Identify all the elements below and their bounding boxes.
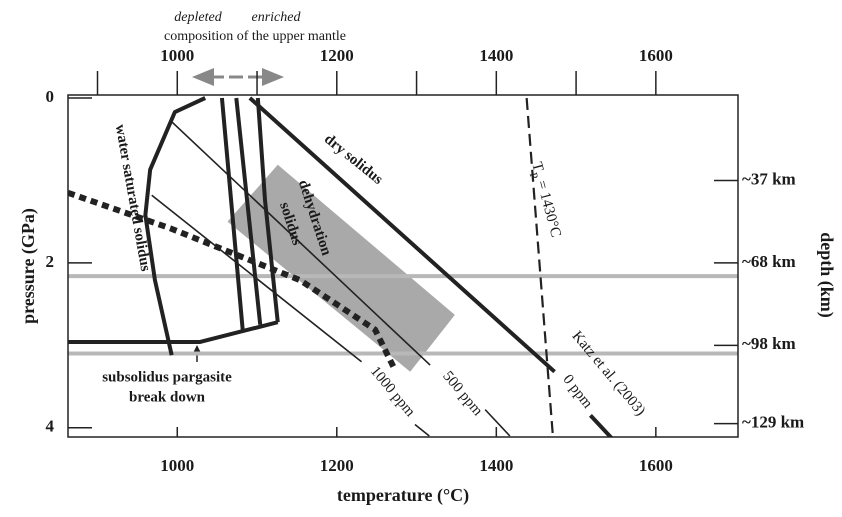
- y-tick-label: 0: [46, 87, 55, 106]
- curve: [525, 97, 555, 437]
- curve: [68, 189, 398, 372]
- arrow-head-left: [192, 68, 214, 86]
- y2-tick-label: ~98 km: [742, 334, 796, 353]
- annotation: subsolidus pargasite: [102, 369, 232, 385]
- curve: [234, 97, 263, 325]
- y2-tick-label: ~68 km: [742, 252, 796, 271]
- x-top-tick-label: 1400: [479, 46, 513, 65]
- curve: [248, 96, 614, 437]
- y2-tick-label: ~37 km: [742, 169, 796, 188]
- tp-t: T: [528, 160, 546, 173]
- y2-axis-title: depth (km): [816, 232, 837, 318]
- x-tick-label: 1200: [320, 456, 354, 475]
- x-tick-label: 1600: [639, 456, 673, 475]
- depleted-label: depleted: [174, 10, 222, 25]
- plot-clip: [68, 96, 614, 437]
- x-top-tick-label: 1200: [320, 46, 354, 65]
- composition-arrow: [192, 68, 284, 86]
- curve: [68, 320, 279, 345]
- y-tick-label: 2: [46, 252, 55, 271]
- tp-sub: P: [527, 171, 540, 180]
- y2-tick-label: ~129 km: [742, 413, 804, 432]
- composition-caption: composition of the upper mantle: [164, 29, 346, 44]
- x-top-tick-label: 1600: [639, 46, 673, 65]
- curve: [255, 97, 280, 323]
- y-tick-label: 4: [46, 417, 55, 436]
- annotation: break down: [129, 389, 206, 405]
- curve: [143, 96, 207, 356]
- arrow-head: [193, 345, 201, 353]
- enriched-label: enriched: [252, 10, 302, 25]
- x-axis-title: temperature (°C): [337, 485, 469, 506]
- plot-frame: [67, 94, 739, 438]
- gray-region: [227, 164, 455, 372]
- arrow-head-right: [262, 68, 284, 86]
- x-tick-label: 1400: [479, 456, 513, 475]
- x-tick-label: 1000: [160, 456, 194, 475]
- x-top-tick-label: 1000: [160, 46, 194, 65]
- y-axis-title: pressure (GPa): [18, 208, 39, 324]
- curve: [219, 97, 245, 330]
- curve: [169, 119, 511, 437]
